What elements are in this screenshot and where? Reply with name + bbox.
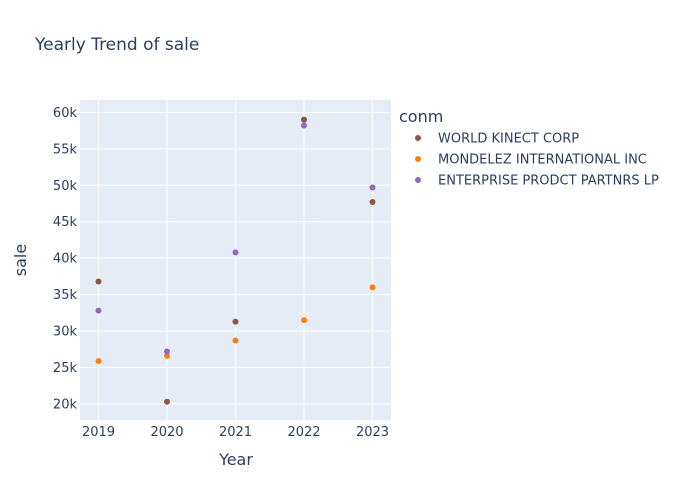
- x-axis-ticks: 2019 2020 2021 2022 2023: [82, 425, 389, 440]
- y-tick-label: 45k: [53, 215, 78, 230]
- data-point[interactable]: [301, 317, 308, 324]
- chart-title: Yearly Trend of sale: [34, 35, 199, 55]
- data-point[interactable]: [95, 278, 102, 285]
- y-axis-ticks: 20k 25k 30k 35k 40k 45k 50k 55k 60k: [53, 106, 78, 413]
- x-tick-label: 2020: [150, 425, 183, 440]
- legend-title: conm: [399, 107, 443, 126]
- legend-marker: [415, 135, 421, 141]
- y-tick-label: 40k: [53, 252, 78, 267]
- data-points: [95, 116, 376, 405]
- legend-marker: [415, 177, 421, 183]
- data-point[interactable]: [163, 348, 170, 355]
- data-point[interactable]: [232, 337, 239, 344]
- y-tick-label: 55k: [53, 142, 78, 157]
- grid-lines: [80, 100, 391, 420]
- x-tick-label: 2019: [82, 425, 115, 440]
- y-tick-label: 35k: [53, 288, 78, 303]
- data-point[interactable]: [95, 307, 102, 314]
- y-tick-label: 25k: [53, 361, 78, 376]
- data-point[interactable]: [369, 284, 376, 291]
- data-point[interactable]: [369, 184, 376, 191]
- legend-label: ENTERPRISE PRODCT PARTNRS LP: [438, 174, 659, 189]
- legend[interactable]: conm WORLD KINECT CORP MONDELEZ INTERNATI…: [399, 107, 659, 189]
- legend-label: WORLD KINECT CORP: [438, 132, 579, 147]
- y-axis-title: sale: [11, 244, 30, 276]
- legend-marker: [415, 156, 421, 162]
- data-point[interactable]: [232, 249, 239, 256]
- x-axis-title: Year: [218, 450, 253, 469]
- x-tick-label: 2022: [287, 425, 320, 440]
- legend-item[interactable]: WORLD KINECT CORP: [415, 132, 579, 147]
- y-tick-label: 60k: [53, 106, 78, 121]
- x-tick-label: 2021: [219, 425, 252, 440]
- data-point[interactable]: [95, 357, 102, 364]
- legend-label: MONDELEZ INTERNATIONAL INC: [438, 153, 647, 168]
- data-point[interactable]: [301, 116, 308, 123]
- y-tick-label: 50k: [53, 179, 78, 194]
- data-point[interactable]: [163, 352, 170, 359]
- legend-item[interactable]: MONDELEZ INTERNATIONAL INC: [415, 153, 647, 168]
- x-tick-label: 2023: [356, 425, 389, 440]
- legend-item[interactable]: ENTERPRISE PRODCT PARTNRS LP: [415, 174, 659, 189]
- data-point[interactable]: [369, 199, 376, 206]
- data-point[interactable]: [232, 318, 239, 325]
- data-point[interactable]: [301, 122, 308, 129]
- data-point[interactable]: [163, 398, 170, 405]
- y-tick-label: 30k: [53, 325, 78, 340]
- y-tick-label: 20k: [53, 397, 78, 412]
